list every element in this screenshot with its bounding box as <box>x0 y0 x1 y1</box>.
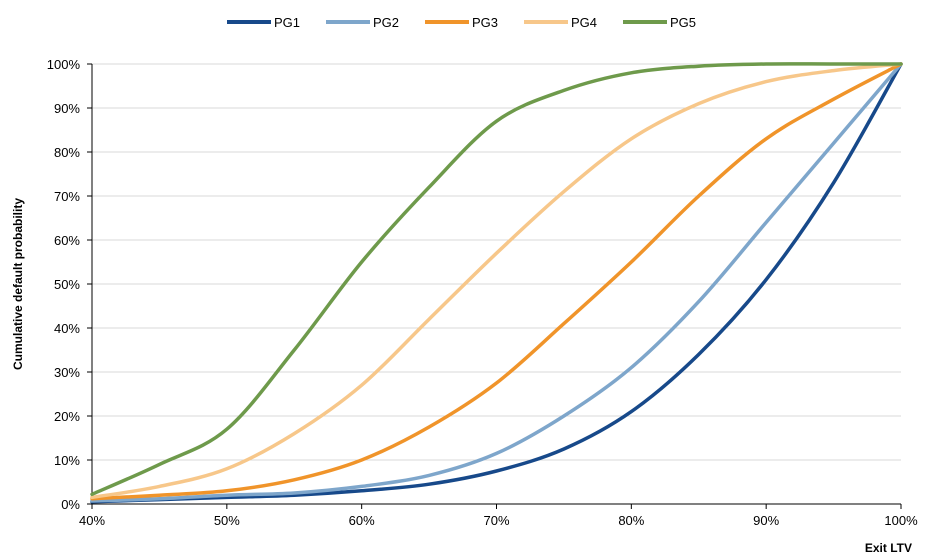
axes <box>87 63 902 509</box>
legend-label: PG1 <box>274 15 300 30</box>
y-tick-label: 0% <box>61 497 80 512</box>
y-tick-label: 20% <box>54 409 80 424</box>
legend-item-pg2: PG2 <box>326 15 399 30</box>
series-line-pg4 <box>90 62 903 500</box>
legend-item-pg3: PG3 <box>425 15 498 30</box>
series-lines <box>90 62 903 504</box>
legend-label: PG4 <box>571 15 597 30</box>
legend-item-pg1: PG1 <box>227 15 300 30</box>
y-tick-label: 30% <box>54 365 80 380</box>
legend-label: PG3 <box>472 15 498 30</box>
y-tick-labels: 0% 10% 20% 30% 40% 50% 60% 70% 80% 90% 100% <box>47 57 81 512</box>
legend: PG1 PG2 PG3 PG4 PG5 <box>227 15 696 30</box>
series-line-pg5 <box>90 62 903 497</box>
x-tick-label: 80% <box>618 513 644 528</box>
y-axis-title: Cumulative default probability <box>11 198 25 370</box>
x-tick-label: 40% <box>79 513 105 528</box>
legend-label: PG2 <box>373 15 399 30</box>
legend-item-pg5: PG5 <box>623 15 696 30</box>
y-tick-label: 80% <box>54 145 80 160</box>
x-tick-label: 60% <box>349 513 375 528</box>
x-tick-label: 90% <box>753 513 779 528</box>
y-tick-label: 60% <box>54 233 80 248</box>
y-tick-label: 10% <box>54 453 80 468</box>
x-tick-label: 50% <box>214 513 240 528</box>
legend-label: PG5 <box>670 15 696 30</box>
series-line-pg2 <box>90 62 903 503</box>
series-line-pg3 <box>90 62 903 501</box>
y-tick-label: 70% <box>54 189 80 204</box>
x-axis-title: Exit LTV <box>865 541 912 555</box>
y-tick-label: 100% <box>47 57 81 72</box>
x-tick-labels: 40% 50% 60% 70% 80% 90% 100% <box>79 513 918 528</box>
x-tick-label: 70% <box>483 513 509 528</box>
legend-item-pg4: PG4 <box>524 15 597 30</box>
y-tick-label: 50% <box>54 277 80 292</box>
y-tick-label: 40% <box>54 321 80 336</box>
y-tick-label: 90% <box>54 101 80 116</box>
series-line-pg1 <box>90 62 903 504</box>
x-tick-label: 100% <box>884 513 918 528</box>
